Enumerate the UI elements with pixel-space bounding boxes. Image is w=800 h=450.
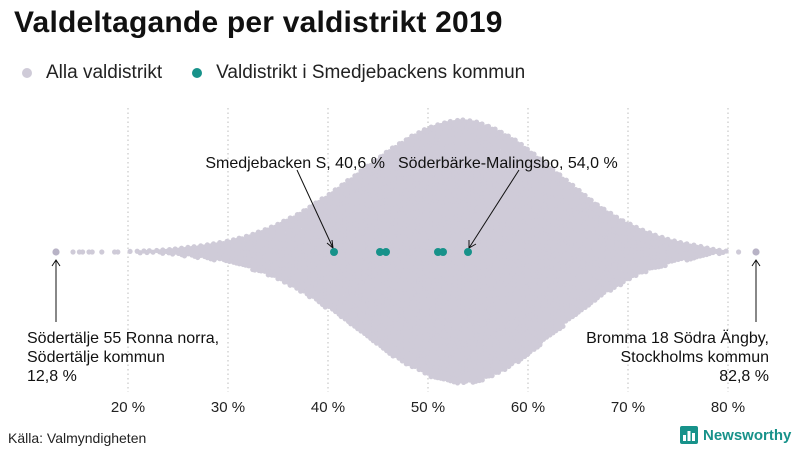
legend-label-municipality: Valdistrikt i Smedjebackens kommun xyxy=(216,62,526,83)
legend: Alla valdistrikt Valdistrikt i Smedjebac… xyxy=(22,62,555,84)
swarm-point xyxy=(306,294,313,300)
swarm-point xyxy=(217,256,223,262)
swarm-point xyxy=(127,248,133,255)
swarm-point xyxy=(115,249,121,255)
legend-item-all: Alla valdistrikt xyxy=(22,62,162,84)
swarm-point xyxy=(479,377,485,383)
legend-dot-municipality xyxy=(192,68,203,78)
swarm-all-districts xyxy=(52,117,760,386)
swarm-point xyxy=(412,363,418,370)
swarm-point xyxy=(265,272,271,278)
chart-title: Valdeltagande per valdistrikt 2019 xyxy=(14,6,503,39)
swarm-point xyxy=(89,249,95,255)
swarm-point xyxy=(80,249,86,255)
swarm-point xyxy=(99,249,105,255)
legend-item-municipality: Valdistrikt i Smedjebackens kommun xyxy=(192,62,525,84)
legend-label-all: Alla valdistrikt xyxy=(46,62,163,83)
legend-dot-all xyxy=(22,68,32,78)
swarm-point xyxy=(287,282,293,288)
swarm-point xyxy=(373,340,380,346)
swarm-point xyxy=(252,267,258,273)
swarm-point xyxy=(70,249,76,255)
